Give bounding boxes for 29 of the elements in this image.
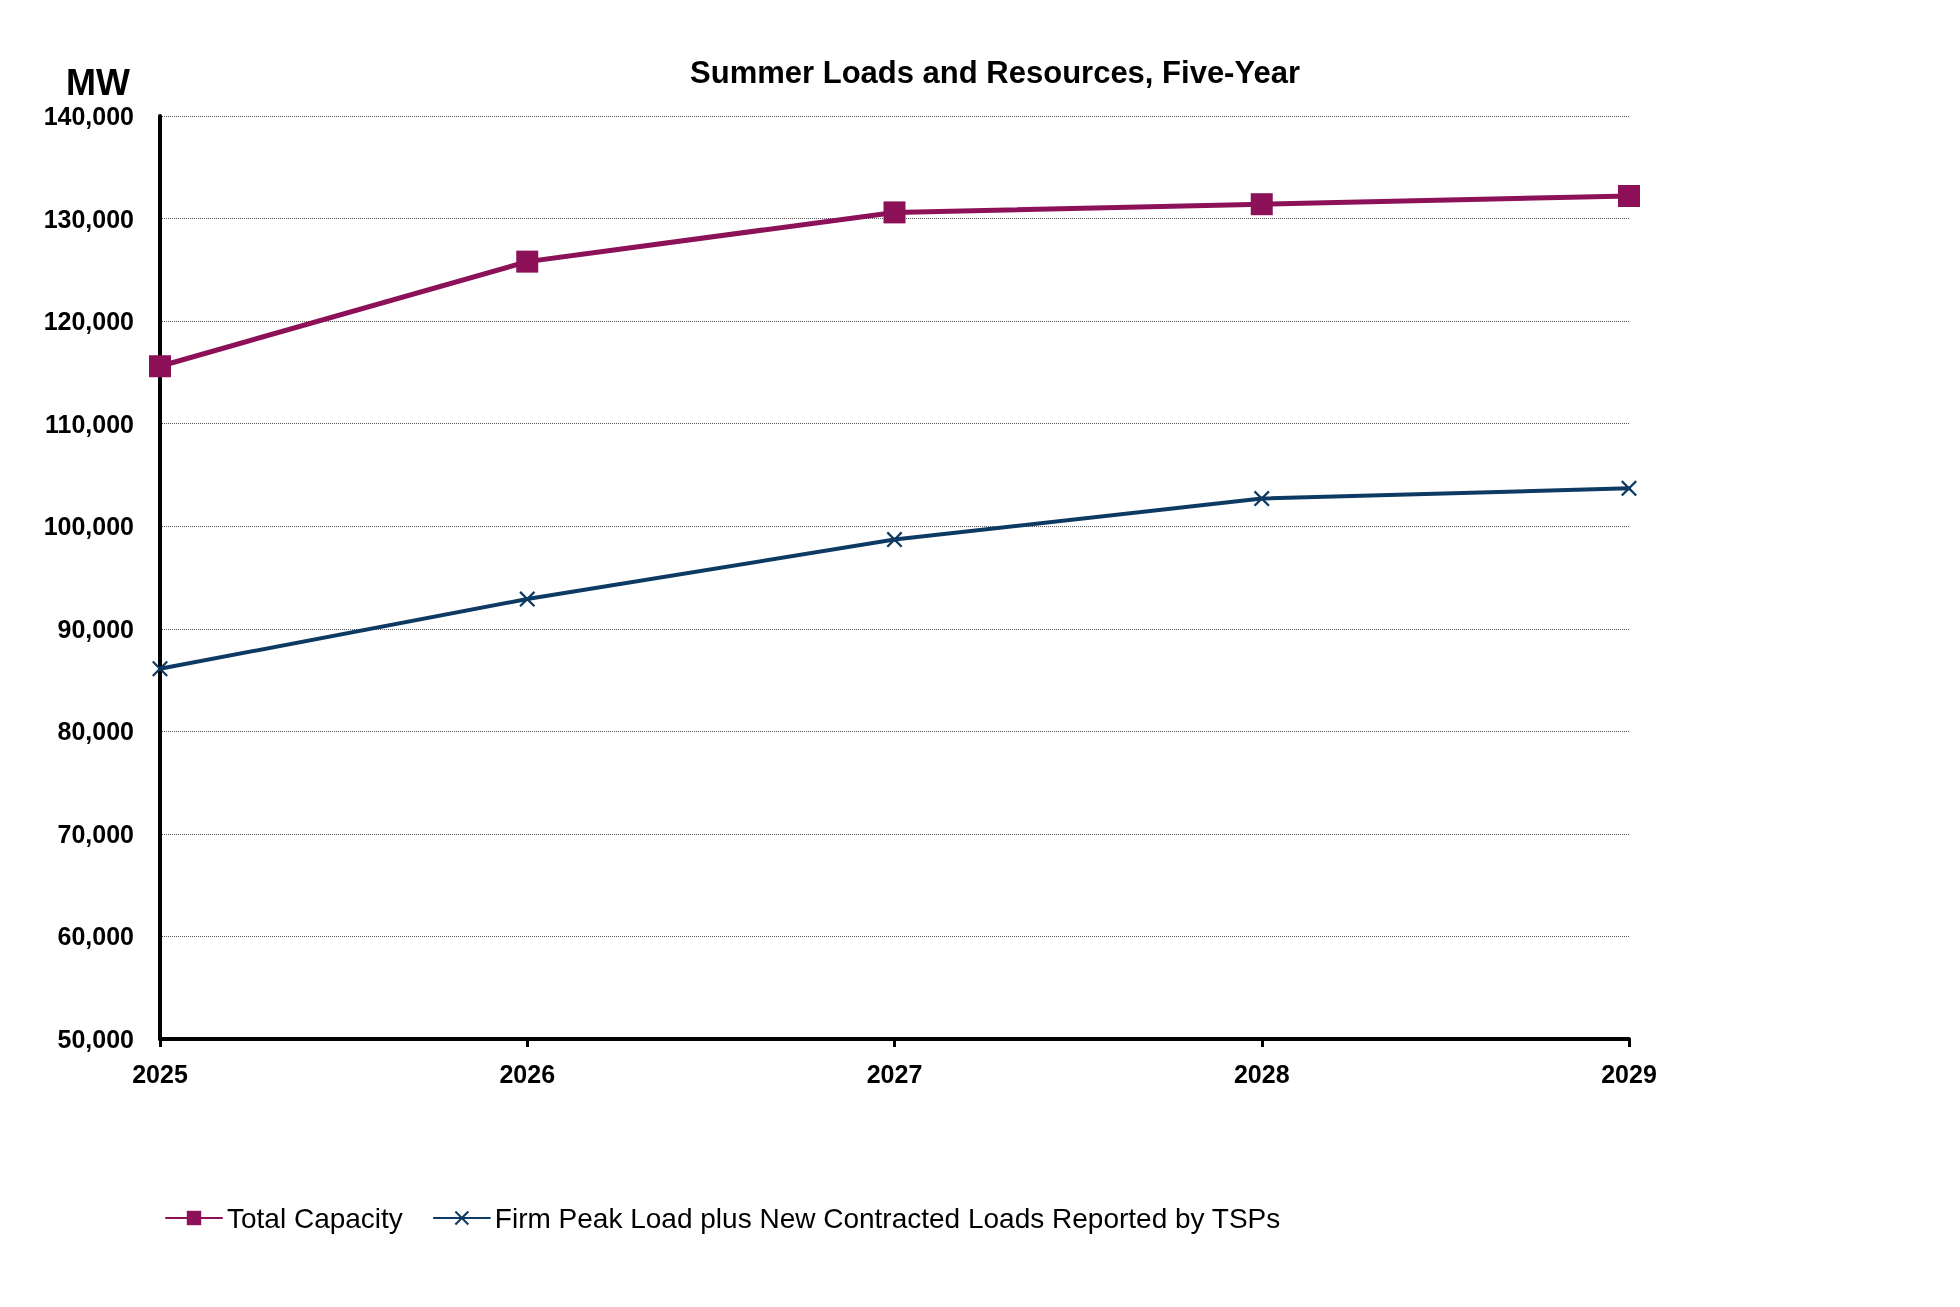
y-tick-label: 50,000 [57, 1025, 134, 1053]
x-tick-label: 2027 [866, 1059, 923, 1088]
x-tick-label: 2026 [499, 1059, 556, 1088]
point [152, 660, 168, 677]
point [519, 591, 536, 608]
point [1621, 480, 1637, 497]
y-axis-title: MW [66, 61, 131, 103]
y-tick-label: 130,000 [43, 204, 134, 233]
y-tick-label: 120,000 [43, 307, 134, 336]
point [1618, 184, 1640, 207]
point [886, 531, 903, 548]
point [883, 201, 906, 224]
legend-label: Total Capacity [227, 1202, 403, 1234]
y-tick-label: 80,000 [57, 717, 134, 746]
chart-title: Summer Loads and Resources, Five-Year [690, 55, 1300, 90]
point [1250, 193, 1273, 216]
y-tick-label: 60,000 [57, 922, 134, 951]
y-tick-label: 70,000 [57, 819, 134, 848]
y-tick-label: 90,000 [57, 614, 134, 643]
x-tick-label: 2028 [1233, 1059, 1290, 1088]
point [149, 355, 171, 378]
y-tick-label: 100,000 [43, 512, 134, 541]
y-tick-label: 110,000 [45, 409, 134, 438]
point [516, 250, 539, 273]
y-tick-label: 140,000 [43, 102, 134, 130]
legend-label: Firm Peak Load plus New Contracted Loads Reported by TSPs [494, 1202, 1281, 1234]
x-tick-label: 2029 [1601, 1059, 1657, 1088]
point [1253, 490, 1270, 507]
x-tick-label: 2025 [132, 1059, 188, 1088]
